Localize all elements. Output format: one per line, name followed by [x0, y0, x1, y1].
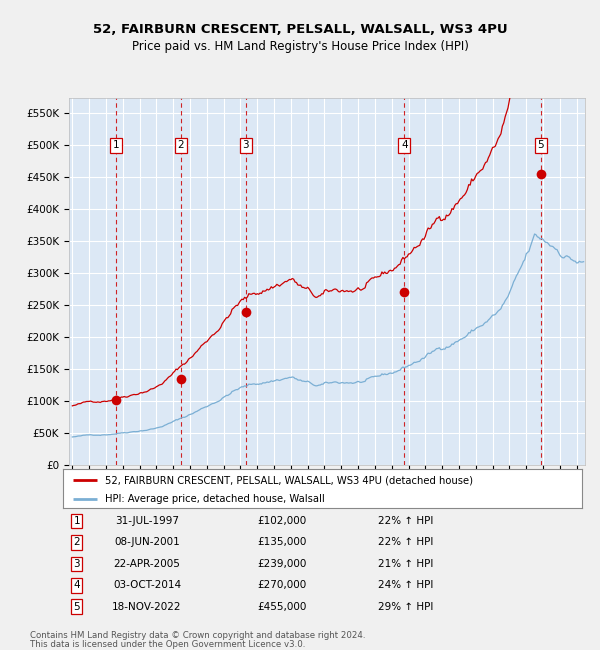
- Text: 1: 1: [112, 140, 119, 150]
- Text: 22-APR-2005: 22-APR-2005: [113, 559, 181, 569]
- Text: 5: 5: [538, 140, 544, 150]
- Text: 31-JUL-1997: 31-JUL-1997: [115, 516, 179, 526]
- Text: 29% ↑ HPI: 29% ↑ HPI: [378, 602, 433, 612]
- Text: 24% ↑ HPI: 24% ↑ HPI: [378, 580, 433, 590]
- Text: HPI: Average price, detached house, Walsall: HPI: Average price, detached house, Wals…: [104, 493, 324, 504]
- Text: 21% ↑ HPI: 21% ↑ HPI: [378, 559, 433, 569]
- Text: 03-OCT-2014: 03-OCT-2014: [113, 580, 181, 590]
- Text: £135,000: £135,000: [257, 538, 307, 547]
- Text: 22% ↑ HPI: 22% ↑ HPI: [378, 538, 433, 547]
- Text: 18-NOV-2022: 18-NOV-2022: [112, 602, 182, 612]
- Text: £270,000: £270,000: [257, 580, 307, 590]
- Text: 52, FAIRBURN CRESCENT, PELSALL, WALSALL, WS3 4PU: 52, FAIRBURN CRESCENT, PELSALL, WALSALL,…: [92, 23, 508, 36]
- Text: Price paid vs. HM Land Registry's House Price Index (HPI): Price paid vs. HM Land Registry's House …: [131, 40, 469, 53]
- Text: This data is licensed under the Open Government Licence v3.0.: This data is licensed under the Open Gov…: [30, 640, 305, 649]
- Text: 2: 2: [177, 140, 184, 150]
- Text: 08-JUN-2001: 08-JUN-2001: [114, 538, 180, 547]
- Text: Contains HM Land Registry data © Crown copyright and database right 2024.: Contains HM Land Registry data © Crown c…: [30, 631, 365, 640]
- Text: 4: 4: [401, 140, 407, 150]
- Text: £239,000: £239,000: [257, 559, 307, 569]
- Text: £455,000: £455,000: [257, 602, 307, 612]
- Text: 5: 5: [73, 602, 80, 612]
- Text: 3: 3: [242, 140, 249, 150]
- Text: 3: 3: [73, 559, 80, 569]
- Text: 4: 4: [73, 580, 80, 590]
- Text: 1: 1: [73, 516, 80, 526]
- Text: £102,000: £102,000: [257, 516, 307, 526]
- Text: 2: 2: [73, 538, 80, 547]
- Text: 22% ↑ HPI: 22% ↑ HPI: [378, 516, 433, 526]
- Text: 52, FAIRBURN CRESCENT, PELSALL, WALSALL, WS3 4PU (detached house): 52, FAIRBURN CRESCENT, PELSALL, WALSALL,…: [104, 475, 473, 485]
